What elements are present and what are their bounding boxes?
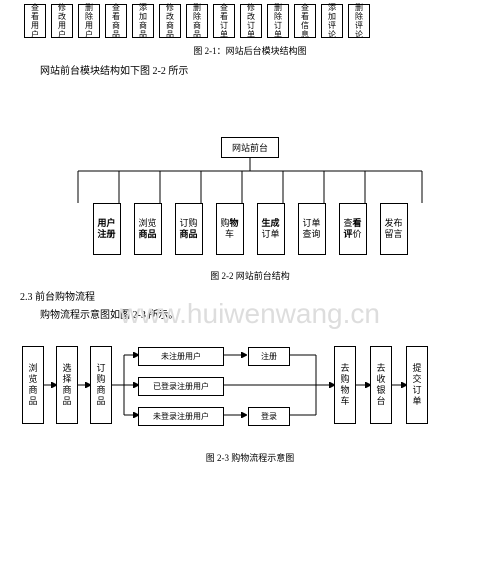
tree-leaf: 发布留言 [380, 203, 408, 255]
flow-action: 登录 [248, 407, 290, 426]
fig-2-1-leaf: 修改商品 [159, 4, 181, 38]
fig-2-1-leaf: 添加商品 [132, 4, 154, 38]
fig-2-1-leaf: 删除订单 [267, 4, 289, 38]
fig-2-1-leaf: 查看商品 [105, 4, 127, 38]
tree-leaf: 订购商品 [175, 203, 203, 255]
flow-mid-row: 未登录注册用户 [138, 407, 224, 426]
tree-leaf: 用户注册 [93, 203, 121, 255]
tree-leaf: 购物车 [216, 203, 244, 255]
fig-2-2-tree: 网站前台 用户注册浏览商品订购商品购物车生成订单订单查询查看评价发布留言 [20, 137, 480, 267]
flow-left-col: 浏览商品 [22, 346, 44, 424]
fig-2-1-leaf-row: 查看用户修改用户删除用户查看商品添加商品修改商品删除商品查看订单修改订单删除订单… [24, 4, 480, 38]
fig-2-1-leaf: 修改订单 [240, 4, 262, 38]
tree-leaf: 查看评价 [339, 203, 367, 255]
fig-2-1-leaf: 查看用户 [24, 4, 46, 38]
fig-2-1-leaf: 删除用户 [78, 4, 100, 38]
tree-leaf: 订单查询 [298, 203, 326, 255]
caption-2-2: 图 2-2 网站前台结构 [20, 269, 480, 282]
tree-leaf: 浏览商品 [134, 203, 162, 255]
fig-2-3-flow: 浏览商品选择商品订购商品 未注册用户已登录注册用户未登录注册用户 注册登录 去购物车去… [20, 335, 480, 445]
fig-2-1-leaf: 查看订单 [213, 4, 235, 38]
fig-2-1-leaf: 删除评论 [348, 4, 370, 38]
flow-right-col: 去收银台 [370, 346, 392, 424]
fig-2-1-leaf: 修改用户 [51, 4, 73, 38]
flow-left-col: 订购商品 [90, 346, 112, 424]
section-2-3-line: 购物流程示意图如图 2-3 所示。 [20, 307, 480, 325]
text-before-2-2: 网站前台模块结构如下图 2-2 所示 [20, 63, 480, 81]
flow-mid-row: 未注册用户 [138, 347, 224, 366]
fig-2-1-leaf: 删除商品 [186, 4, 208, 38]
flow-right-col: 提交订单 [406, 346, 428, 424]
tree-leaf: 生成订单 [257, 203, 285, 255]
fig-2-1-leaf: 添加评论 [321, 4, 343, 38]
tree-root: 网站前台 [221, 137, 279, 158]
caption-2-3: 图 2-3 购物流程示意图 [20, 451, 480, 464]
flow-action: 注册 [248, 347, 290, 366]
caption-2-1: 图 2-1：网站后台模块结构图 [20, 44, 480, 57]
flow-right-col: 去购物车 [334, 346, 356, 424]
section-2-3-heading: 2.3 前台购物流程 [20, 288, 480, 303]
flow-left-col: 选择商品 [56, 346, 78, 424]
fig-2-1-leaf: 查看信息 [294, 4, 316, 38]
flow-mid-row: 已登录注册用户 [138, 377, 224, 396]
